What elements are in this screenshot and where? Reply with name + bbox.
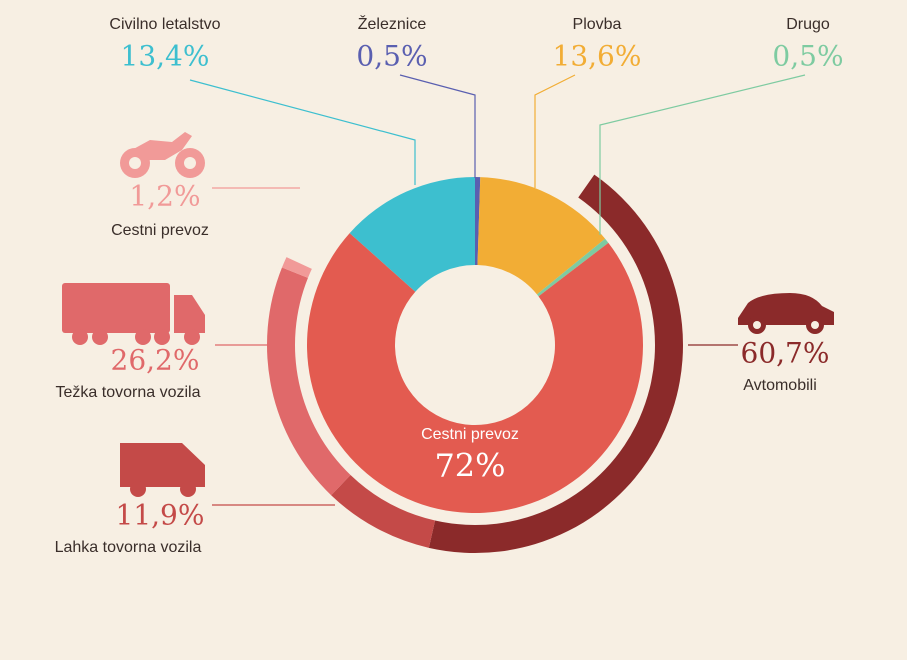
leader-line bbox=[599, 74, 806, 235]
label-name: Cestni prevoz bbox=[421, 426, 519, 443]
label-name: Železnice bbox=[358, 14, 427, 33]
motorcycle-icon bbox=[120, 132, 205, 178]
label-value: 0,5% bbox=[772, 40, 843, 73]
arc-segment bbox=[331, 475, 436, 548]
van-icon bbox=[120, 443, 205, 497]
label-value: 1,2% bbox=[129, 180, 200, 213]
donut-segment bbox=[477, 177, 606, 295]
label-value: 11,9% bbox=[116, 499, 205, 532]
label-name: Civilno letalstvo bbox=[109, 16, 220, 33]
label-name: Cestni prevoz bbox=[111, 222, 209, 239]
truck-icon bbox=[62, 283, 205, 345]
donut-segment bbox=[349, 177, 475, 292]
label-name: Plovba bbox=[573, 16, 622, 33]
donut-segment bbox=[307, 233, 644, 514]
arc-segment bbox=[267, 267, 351, 496]
label-value: 13,4% bbox=[121, 40, 210, 73]
label-value: 13,6% bbox=[553, 40, 642, 73]
rings bbox=[267, 174, 683, 554]
label-name: Lahka tovorna vozila bbox=[55, 539, 202, 556]
label-value: 26,2% bbox=[111, 344, 200, 377]
donut-segment bbox=[475, 177, 481, 266]
label-value: 0,5% bbox=[356, 40, 427, 73]
label-name: Avtomobili bbox=[743, 377, 817, 394]
donut-segment bbox=[536, 238, 609, 297]
label-value: 72% bbox=[434, 447, 505, 485]
label-value: 60,7% bbox=[741, 337, 830, 370]
leader-line bbox=[399, 74, 476, 178]
leader-line bbox=[189, 79, 416, 185]
label-name: Težka tovorna vozila bbox=[56, 384, 201, 401]
leader-line bbox=[534, 74, 576, 188]
arc-segment bbox=[281, 257, 312, 278]
car-icon bbox=[738, 293, 834, 334]
label-name: Drugo bbox=[786, 16, 830, 33]
arc-segment bbox=[428, 174, 683, 554]
